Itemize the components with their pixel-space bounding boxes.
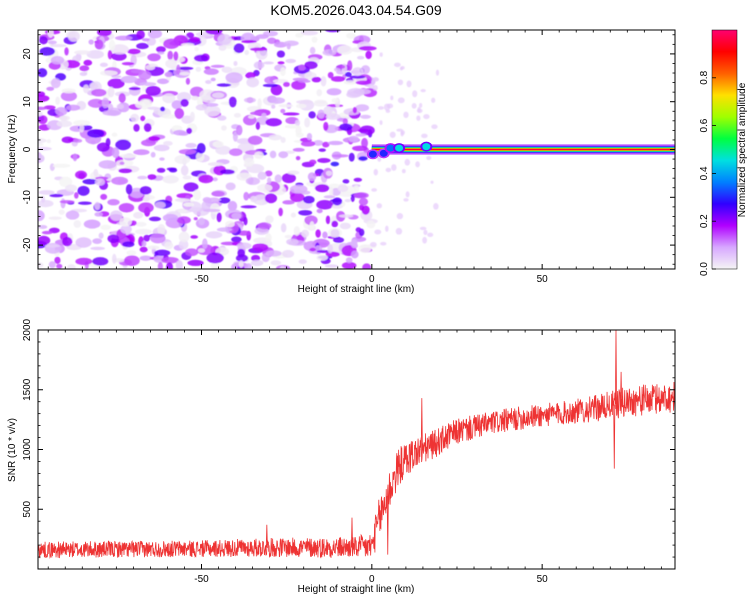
spectrogram-frame	[37, 29, 676, 270]
spectrogram-ticks: -50 0 50 -20 -10 0 10 20	[22, 30, 675, 285]
transition-blob-core	[422, 143, 431, 151]
snr-plot-area	[38, 330, 675, 569]
x-tick-label: 50	[537, 274, 549, 285]
y-tick-label: 10	[22, 96, 33, 108]
y-tick-label: 2000	[22, 318, 33, 341]
colorbar-ticks: 0.0 0.2 0.4 0.6 0.8	[699, 70, 716, 276]
y-tick-label: 1500	[22, 378, 33, 401]
y-tick-label: 0	[22, 146, 33, 152]
chart-title: KOM5.2026.043.04.54.G09	[270, 2, 441, 18]
y-tick-label: 20	[22, 48, 33, 60]
colorbar-tick-label: 0.0	[699, 262, 710, 276]
snr-y-label: SNR (10 * v/v)	[7, 418, 18, 482]
spectrogram-x-label: Height of straight line (km)	[298, 284, 415, 295]
snr-frame	[37, 329, 676, 570]
transition-blob-core	[386, 144, 395, 152]
x-tick-label: -50	[194, 274, 209, 285]
transition-blob-core	[395, 144, 404, 152]
colorbar-tick-label: 0.6	[699, 118, 710, 132]
carrier-band-layer	[371, 148, 675, 151]
spectrogram-signal-layer	[366, 141, 675, 160]
colorbar: 0.0 0.2 0.4 0.6 0.8 Normalized spectral ampl…	[699, 29, 748, 276]
spectrogram-noise-layer	[38, 30, 440, 269]
x-tick-label: -50	[194, 574, 209, 585]
x-tick-label: 0	[369, 574, 375, 585]
snr-x-label: Height of straight line (km)	[298, 584, 415, 595]
spectrogram-y-label: Frequency (Hz)	[7, 115, 18, 184]
x-tick-label: 0	[369, 274, 375, 285]
snr-series-line	[38, 330, 675, 559]
transition-blob-core	[368, 150, 377, 158]
colorbar-label: Normalized spectral amplitude	[737, 82, 748, 217]
x-tick-label: 50	[537, 574, 549, 585]
colorbar-tick-label: 0.4	[699, 166, 710, 180]
y-tick-label: -20	[22, 237, 33, 252]
transition-blob-core	[379, 149, 388, 157]
colorbar-frame	[711, 29, 738, 270]
colorbar-tick-label: 0.2	[699, 214, 710, 228]
y-tick-label: 1000	[22, 438, 33, 461]
colorbar-tick-label: 0.8	[699, 70, 710, 84]
snr-panel: -50 0 50 500 1000 1500 2000 Height of straight…	[7, 318, 676, 595]
y-tick-label: -10	[22, 190, 33, 205]
y-tick-label: 500	[22, 500, 33, 517]
spectrogram-panel: -50 0 50 -20 -10 0 10 20 Height of straight lin…	[7, 29, 676, 295]
colorbar-gradient	[712, 30, 737, 269]
